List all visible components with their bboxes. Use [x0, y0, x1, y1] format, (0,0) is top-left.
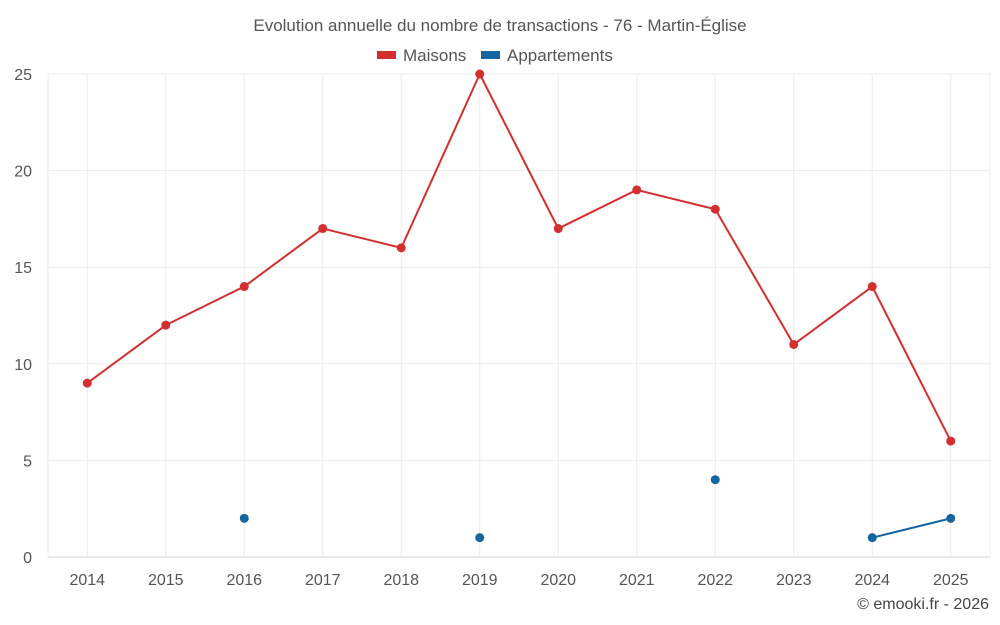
data-point-maisons-2015[interactable] [161, 320, 171, 330]
y-tick-label: 0 [23, 550, 32, 567]
x-axis: 2014 2015 2016 2017 2018 2019 2020 2021 2022 2023… [69, 572, 968, 589]
data-point-maisons-2018[interactable] [396, 243, 406, 253]
y-axis: 0 5 10 15 20 25 [14, 67, 32, 567]
data-point-appartements-2022[interactable] [710, 475, 720, 485]
series-line-appartements [872, 517, 951, 539]
data-point-maisons-2019[interactable] [475, 69, 485, 79]
data-point-appartements-2016[interactable] [239, 513, 249, 523]
chart-title: Evolution annuelle du nombre de transact… [253, 16, 746, 35]
data-point-maisons-2024[interactable] [867, 282, 877, 292]
data-point-maisons-2016[interactable] [239, 282, 249, 292]
x-tick-label: 2020 [540, 572, 576, 589]
data-point-maisons-2022[interactable] [710, 204, 720, 214]
data-point-maisons-2021[interactable] [632, 185, 642, 195]
x-tick-label: 2024 [854, 572, 890, 589]
x-tick-label: 2018 [383, 572, 419, 589]
x-tick-label: 2025 [933, 572, 969, 589]
legend-label-maisons: Maisons [403, 46, 466, 65]
x-tick-label: 2015 [148, 572, 184, 589]
x-tick-label: 2021 [619, 572, 655, 589]
data-point-appartements-2025[interactable] [946, 513, 956, 523]
legend-item-maisons[interactable]: Maisons [377, 46, 466, 65]
data-point-appartements-2019[interactable] [475, 533, 485, 543]
x-tick-label: 2023 [776, 572, 812, 589]
y-tick-label: 20 [14, 164, 32, 181]
series-appartements [239, 475, 956, 543]
legend-item-appartements[interactable]: Appartements [481, 46, 613, 65]
legend-swatch-maisons [377, 51, 396, 59]
y-tick-label: 5 [23, 453, 32, 470]
x-tick-label: 2016 [226, 572, 262, 589]
x-tick-label: 2022 [697, 572, 733, 589]
credit-text: © emooki.fr - 2026 [857, 596, 989, 613]
data-point-maisons-2023[interactable] [789, 339, 799, 349]
data-point-maisons-2017[interactable] [318, 224, 328, 234]
legend-label-appartements: Appartements [507, 46, 613, 65]
legend-swatch-appartements [481, 51, 500, 59]
series-line-maisons [86, 73, 952, 442]
y-tick-label: 10 [14, 357, 32, 374]
y-tick-label: 25 [14, 67, 32, 84]
data-point-appartements-2024[interactable] [867, 533, 877, 543]
data-point-maisons-2014[interactable] [82, 378, 92, 388]
x-tick-label: 2019 [462, 572, 498, 589]
legend: Maisons Appartements [377, 46, 613, 65]
y-tick-label: 15 [14, 260, 32, 277]
data-point-maisons-2020[interactable] [553, 224, 563, 234]
grid [47, 73, 991, 558]
series-maisons [82, 69, 956, 446]
data-point-maisons-2025[interactable] [946, 436, 956, 446]
x-tick-label: 2014 [69, 572, 105, 589]
x-tick-label: 2017 [305, 572, 341, 589]
series-layer [82, 69, 956, 543]
